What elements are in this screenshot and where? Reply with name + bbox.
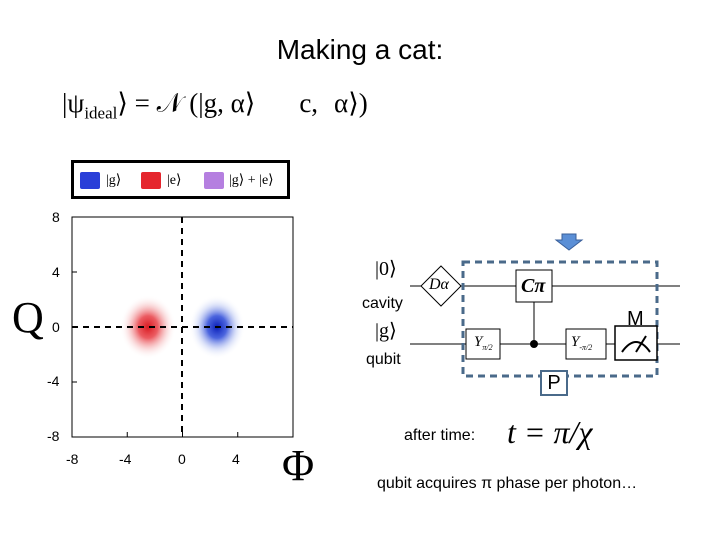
- wigner-blob-red: [119, 295, 176, 359]
- wigner-plot: [71, 216, 294, 438]
- equation-psi: |ψ: [62, 88, 85, 118]
- equation-second-term: c,: [299, 88, 319, 118]
- qubit-initial-state: |g⟩: [375, 320, 397, 342]
- parity-label-box: P: [540, 370, 568, 396]
- y-tick-label: 0: [52, 319, 60, 335]
- y-gate-1-label: Yπ/2: [474, 334, 493, 352]
- legend-label-superposition: |g⟩ + |e⟩: [229, 173, 274, 188]
- wigner-legend: |g⟩ |e⟩ |g⟩ + |e⟩: [71, 160, 290, 199]
- cavity-initial-state: |0⟩: [375, 258, 397, 280]
- y-gate-1: [465, 328, 501, 360]
- x-tick-label: 4: [232, 451, 240, 467]
- legend-label-ground: |g⟩: [106, 173, 122, 188]
- ideal-state-equation: |ψideal⟩ = 𝒩 (|g, α⟩ c, α⟩): [62, 88, 368, 123]
- circuit-diagram: [410, 233, 680, 378]
- meter-needle-icon: [635, 335, 647, 353]
- equation-psi-close: ⟩ = 𝒩 (|g, α⟩: [117, 88, 256, 118]
- slide-title: Making a cat:: [276, 34, 444, 65]
- x-axis-label: Φ: [282, 441, 315, 490]
- y-tick-label: 8: [52, 209, 60, 225]
- control-dot: [530, 340, 538, 348]
- y-tick-label: -8: [47, 428, 60, 444]
- equation-psi-sub: ideal: [84, 103, 118, 123]
- legend-label-excited: |e⟩: [167, 173, 182, 188]
- x-tick-label: -8: [66, 451, 79, 467]
- legend-swatch-superposition: [204, 172, 224, 189]
- legend-swatch-ground: [80, 172, 100, 189]
- y-gate-2: [565, 328, 607, 360]
- measure-label: M: [627, 308, 644, 330]
- equation-third-term: α⟩): [334, 88, 368, 118]
- after-time-label: after time:: [404, 427, 476, 444]
- y-axis-label: Q: [12, 293, 44, 342]
- time-equation: t = π/χ: [507, 414, 593, 450]
- legend-swatch-excited: [141, 172, 161, 189]
- meter-icon: [621, 341, 651, 353]
- y-tick-label: -4: [47, 373, 60, 389]
- footer-caption: qubit acquires π phase per photon…: [377, 475, 638, 492]
- x-tick-label: -4: [119, 451, 132, 467]
- cavity-label: cavity: [362, 295, 403, 312]
- qubit-label: qubit: [366, 351, 401, 368]
- displacement-gate-label: Dα: [429, 276, 449, 293]
- conditional-phase-gate-label: Cπ: [521, 275, 546, 297]
- parity-box: [461, 260, 659, 378]
- x-tick-label: 0: [178, 451, 186, 467]
- y-gate-2-label: Y-π/2: [571, 334, 593, 352]
- y-tick-label: 4: [52, 264, 60, 280]
- parity-label: P: [547, 372, 561, 394]
- down-arrow-icon: [554, 233, 584, 251]
- displacement-gate: [420, 265, 462, 307]
